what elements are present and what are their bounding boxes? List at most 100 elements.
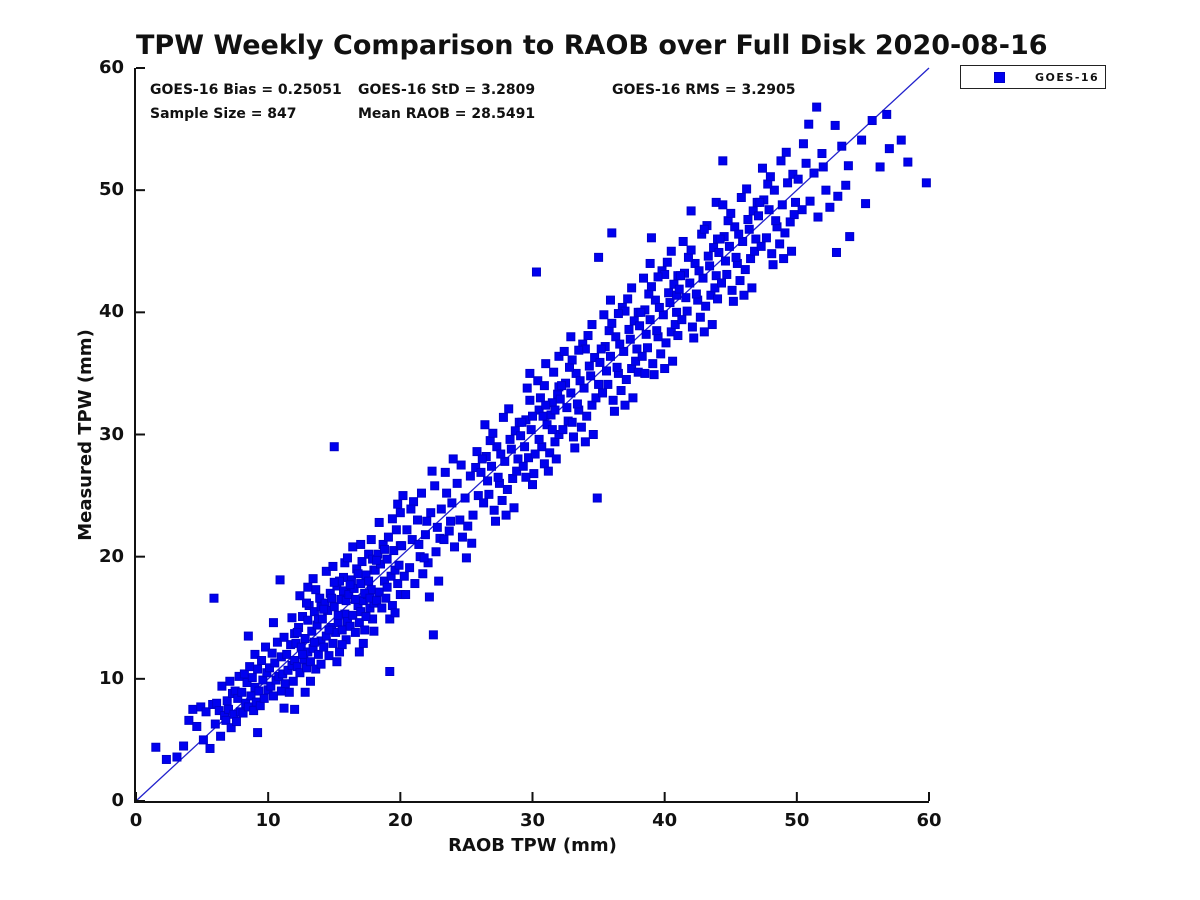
scatter-point [257, 656, 267, 666]
scatter-point [303, 615, 313, 625]
scatter-point [765, 172, 775, 182]
scatter-point [735, 276, 745, 286]
scatter-point [307, 626, 317, 636]
scatter-point [328, 561, 338, 571]
scatter-point [393, 579, 403, 589]
scatter-point [648, 359, 658, 369]
scatter-point [714, 247, 724, 257]
scatter-point [562, 403, 572, 413]
scatter-point [768, 260, 778, 270]
scatter-point [295, 591, 305, 601]
scatter-point [525, 395, 535, 405]
scatter-point [660, 364, 670, 374]
scatter-point [525, 368, 535, 378]
scatter-point [530, 449, 540, 459]
scatter-point [624, 324, 634, 334]
scatter-point [319, 642, 329, 652]
scatter-point [455, 515, 465, 525]
scatter-point [361, 612, 371, 622]
plot-area [134, 68, 929, 803]
scatter-point [682, 306, 692, 316]
scatter-point [568, 432, 578, 442]
scatter-point [284, 687, 294, 697]
scatter-point [333, 618, 343, 628]
scatter-point [804, 119, 814, 129]
scatter-point [584, 361, 594, 371]
scatter-point [395, 508, 405, 518]
scatter-point [356, 579, 366, 589]
scatter-point [357, 557, 367, 567]
scatter-point [472, 447, 482, 457]
scatter-point [776, 156, 786, 166]
scatter-point [609, 406, 619, 416]
scatter-point [387, 601, 397, 611]
scatter-point [812, 102, 822, 112]
scatter-point [422, 516, 432, 526]
scatter-point [723, 216, 733, 226]
scatter-point [356, 607, 366, 617]
scatter-point [547, 425, 557, 435]
scatter-point [440, 467, 450, 477]
scatter-point [673, 331, 683, 341]
scatter-point [526, 425, 536, 435]
scatter-point [787, 246, 797, 256]
scatter-point [652, 326, 662, 336]
scatter-point [567, 417, 577, 427]
x-tick-label: 40 [652, 810, 678, 831]
scatter-point [456, 460, 466, 470]
scatter-point [239, 669, 249, 679]
scatter-point [393, 499, 403, 509]
scatter-point [505, 434, 515, 444]
scatter-point [783, 178, 793, 188]
scatter-point [467, 538, 477, 548]
scatter-point [903, 157, 913, 167]
scatter-point [642, 343, 652, 353]
scatter-point [364, 576, 374, 586]
scatter-point [775, 239, 785, 249]
scatter-point [818, 162, 828, 172]
scatter-point [550, 405, 560, 415]
y-tick-label: 20 [98, 545, 124, 567]
scatter-point [246, 691, 256, 701]
scatter-point [789, 210, 799, 220]
scatter-point [649, 370, 659, 380]
scatter-point [537, 442, 547, 452]
scatter-point [413, 515, 423, 525]
scatter-point [305, 657, 315, 667]
scatter-point [379, 544, 389, 554]
scatter-point [282, 649, 292, 659]
scatter-point [637, 351, 647, 361]
scatter-point [724, 241, 734, 251]
scatter-point [301, 598, 311, 608]
scatter-point [685, 278, 695, 288]
scatter-point [377, 603, 387, 613]
scatter-point [353, 569, 363, 579]
scatter-point [541, 400, 551, 410]
scatter-point [344, 590, 354, 600]
scatter-point [268, 691, 278, 701]
scatter-point [225, 676, 235, 686]
scatter-point [205, 743, 215, 753]
scatter-point [658, 310, 668, 320]
scatter-point [605, 295, 615, 305]
scatter-point [247, 673, 257, 683]
scatter-point [555, 394, 565, 404]
scatter-point [300, 687, 310, 697]
y-tick-label: 30 [98, 423, 124, 445]
scatter-point [769, 185, 779, 195]
scatter-point [243, 631, 253, 641]
scatter-point [594, 252, 604, 262]
scatter-point [699, 224, 709, 234]
scatter-point [731, 252, 741, 262]
scatter-point [608, 395, 618, 405]
scatter-point [261, 642, 271, 652]
scatter-point [226, 723, 236, 733]
scatter-point [636, 307, 646, 317]
scatter-point [641, 329, 651, 339]
scatter-point [691, 289, 701, 299]
scatter-point [407, 535, 417, 545]
scatter-point [592, 493, 602, 503]
scatter-point [324, 625, 334, 635]
scatter-point [687, 322, 697, 332]
scatter-point [522, 383, 532, 393]
